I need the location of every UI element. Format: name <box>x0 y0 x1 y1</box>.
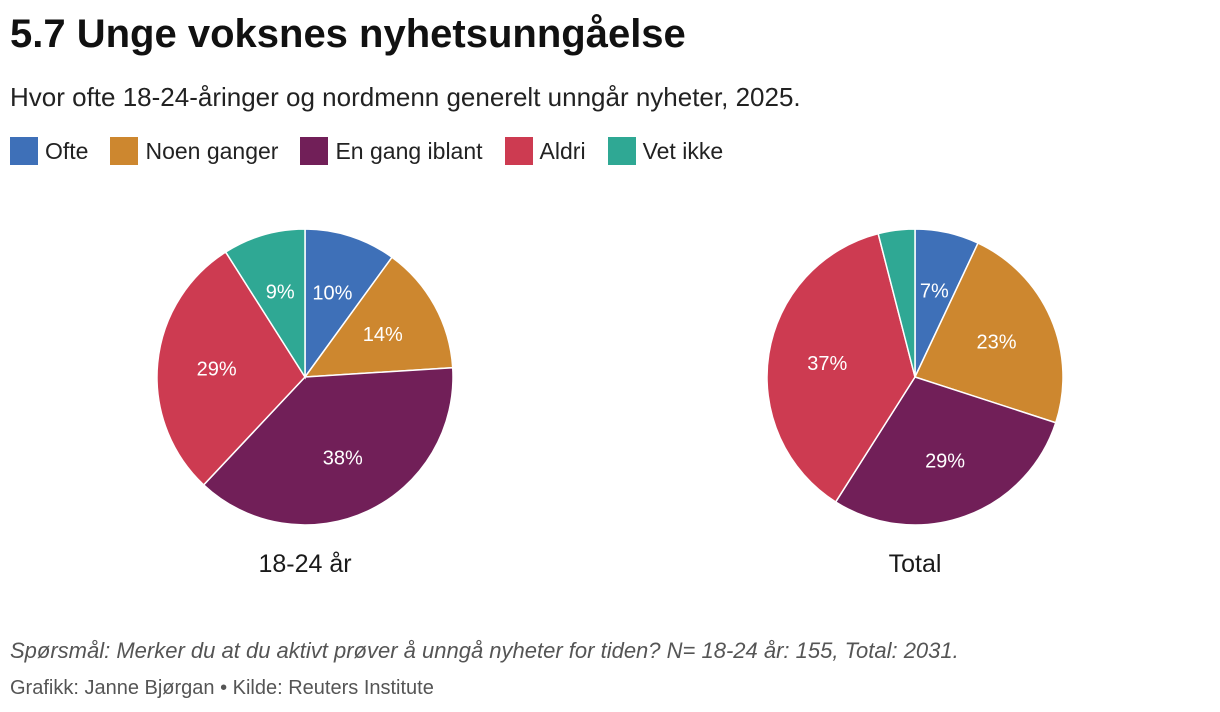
pie-slice-en-gang-iblant <box>834 376 1057 526</box>
pie-chart-1: 10% 14% 38% 29% 9% 18-24 år <box>156 228 454 578</box>
legend-item-noen-ganger: Noen ganger <box>110 137 278 165</box>
legend-label: En gang iblant <box>335 137 483 164</box>
legend-label: Vet ikke <box>642 137 724 164</box>
pie-title: 18-24 år <box>258 550 351 578</box>
legend-label: Aldri <box>539 137 586 164</box>
pie-data-label: 38% <box>323 447 363 469</box>
legend-label: Noen ganger <box>145 137 279 164</box>
pie-slice-aldri <box>766 232 916 503</box>
legend-swatch <box>300 137 329 165</box>
legend-item-vet-ikke: Vet ikke <box>607 137 724 165</box>
pie-data-label: 9% <box>266 282 295 304</box>
pie-title: Total <box>889 550 942 578</box>
pie-data-label: 23% <box>976 332 1016 354</box>
pie-slice-ofte <box>304 228 394 380</box>
chart-subtitle: Hvor ofte 18-24-åringer og nordmenn gene… <box>10 82 801 112</box>
legend-item-en-gang-iblant: En gang iblant <box>300 137 483 165</box>
legend-swatch <box>607 137 636 165</box>
credit-line: Grafikk: Janne Bjørgan • Kilde: Reuters … <box>10 677 434 699</box>
pie-slice-aldri <box>156 251 306 486</box>
pie-data-label: 14% <box>363 324 403 346</box>
legend: Ofte Noen ganger En gang iblant Aldri Ve… <box>10 137 745 165</box>
pie-slice-vet-ikke <box>877 228 916 378</box>
pie-slice-noen-ganger <box>303 256 454 378</box>
legend-swatch <box>504 137 533 165</box>
pie-slice-en-gang-iblant <box>202 366 454 526</box>
legend-swatch <box>110 137 139 165</box>
pie-data-label: 37% <box>807 353 847 375</box>
pie-chart-2: 7% 23% 29% 37% Total <box>766 228 1064 578</box>
legend-label: Ofte <box>45 137 89 164</box>
pie-data-label: 29% <box>925 451 965 473</box>
pie-data-label: 10% <box>312 283 352 305</box>
question-note: Spørsmål: Merker du at du aktivt prøver … <box>10 638 959 663</box>
chart-title: 5.7 Unge voksnes nyhetsunngåelse <box>10 12 686 56</box>
pie-slice-noen-ganger <box>913 242 1064 424</box>
pie-slice-vet-ikke <box>224 228 306 380</box>
pie-data-label: 29% <box>197 359 237 381</box>
pie-data-label: 7% <box>920 280 949 302</box>
legend-item-aldri: Aldri <box>504 137 586 165</box>
legend-swatch <box>10 137 38 165</box>
legend-item-ofte: Ofte <box>10 137 88 165</box>
